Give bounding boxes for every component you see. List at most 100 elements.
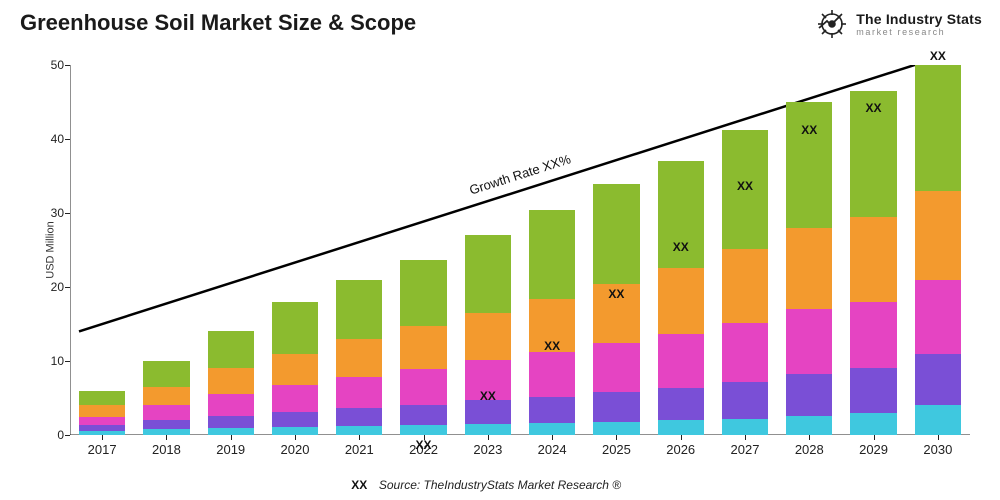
- bar-segment: [272, 427, 318, 435]
- bar-segment: [915, 191, 961, 280]
- bar-segment: [529, 397, 575, 424]
- bar: XX: [336, 280, 382, 435]
- bar-segment: [658, 420, 704, 435]
- y-tick-label: 50: [40, 58, 64, 72]
- x-tick-label: 2027: [731, 442, 760, 457]
- x-tick-label: 2024: [538, 442, 567, 457]
- bar-segment: [850, 302, 896, 369]
- bar-value-label: XX: [737, 179, 753, 193]
- bar-segment: [272, 385, 318, 412]
- bar-segment: [143, 420, 189, 429]
- bar-segment: [786, 228, 832, 309]
- bar-segment: [208, 416, 254, 428]
- bar-segment: [400, 260, 446, 327]
- x-tick-label: 2019: [216, 442, 245, 457]
- bar-segment: [400, 405, 446, 426]
- bar-segment: [593, 392, 639, 422]
- x-tick-label: 2029: [859, 442, 888, 457]
- bar-segment: [722, 382, 768, 419]
- y-tick-label: 20: [40, 280, 64, 294]
- axes: [70, 65, 970, 435]
- x-tick-label: 2028: [795, 442, 824, 457]
- bar-segment: [850, 413, 896, 435]
- bar: XX: [529, 210, 575, 435]
- bar: XX: [143, 361, 189, 435]
- bar-segment: [208, 394, 254, 416]
- bar-segment: [272, 354, 318, 386]
- bar-segment: [143, 429, 189, 435]
- bar: XX: [786, 102, 832, 435]
- bar-segment: [336, 426, 382, 435]
- x-tick-label: 2030: [923, 442, 952, 457]
- bar-segment: [722, 249, 768, 323]
- bar-segment: [915, 405, 961, 435]
- bar-segment: [915, 354, 961, 406]
- bar-segment: [336, 408, 382, 426]
- y-axis-label: USD Million: [45, 221, 57, 278]
- source-attribution: Source: TheIndustryStats Market Research…: [0, 478, 1000, 492]
- bar-segment: [272, 412, 318, 427]
- bar: XX: [593, 184, 639, 435]
- bar-segment: [915, 65, 961, 191]
- bar-segment: [786, 374, 832, 415]
- bar-value-label: XX: [544, 339, 560, 353]
- bar-segment: [529, 352, 575, 396]
- bar-segment: [658, 268, 704, 335]
- bar: XX: [465, 235, 511, 435]
- bar-segment: [593, 422, 639, 435]
- bar: XX: [79, 391, 125, 435]
- bar-segment: [465, 400, 511, 424]
- bar-segment: [400, 326, 446, 369]
- bar-segment: [850, 217, 896, 302]
- bar-segment: [465, 424, 511, 435]
- bar-segment: [143, 387, 189, 406]
- bar-segment: [658, 334, 704, 387]
- bar-segment: [593, 184, 639, 284]
- bar-segment: [400, 369, 446, 405]
- bar-segment: [400, 425, 446, 435]
- bar-segment: [465, 313, 511, 360]
- bar-value-label: XX: [801, 123, 817, 137]
- x-tick-label: 2026: [666, 442, 695, 457]
- bar-segment: [79, 417, 125, 426]
- bar: XX: [400, 260, 446, 435]
- bar-segment: [786, 309, 832, 374]
- bar: XX: [850, 91, 896, 435]
- bar-segment: [208, 331, 254, 368]
- bar-value-label: XX: [930, 49, 946, 63]
- bar: XX: [722, 130, 768, 435]
- bar-segment: [79, 431, 125, 435]
- bar-segment: [786, 416, 832, 435]
- bar-segment: [850, 368, 896, 412]
- bar-segment: [143, 405, 189, 420]
- bar-segment: [208, 368, 254, 393]
- bar-value-label: XX: [866, 101, 882, 115]
- bar-segment: [208, 428, 254, 435]
- gear-icon: [816, 8, 848, 40]
- bar-segment: [529, 423, 575, 435]
- bar-segment: [658, 388, 704, 421]
- plot-area: USD Million Growth Rate XX% 010203040502…: [70, 65, 970, 435]
- y-tick-label: 40: [40, 132, 64, 146]
- bar-segment: [465, 235, 511, 313]
- y-tick-label: 30: [40, 206, 64, 220]
- bar-value-label: XX: [480, 389, 496, 403]
- bar-segment: [786, 102, 832, 228]
- logo-text: The Industry Stats market research: [856, 12, 982, 37]
- logo-line1: The Industry Stats: [856, 12, 982, 26]
- bar-value-label: XX: [608, 287, 624, 301]
- chart-title: Greenhouse Soil Market Size & Scope: [20, 10, 416, 36]
- bar-segment: [143, 361, 189, 387]
- x-tick-label: 2020: [281, 442, 310, 457]
- bar: XX: [208, 331, 254, 435]
- bar-value-label: XX: [416, 438, 432, 452]
- x-tick-label: 2018: [152, 442, 181, 457]
- bar-segment: [79, 405, 125, 416]
- x-tick-label: 2017: [88, 442, 117, 457]
- bar-segment: [529, 210, 575, 299]
- bar-segment: [272, 302, 318, 354]
- bar-segment: [722, 323, 768, 382]
- bar-value-label: XX: [673, 240, 689, 254]
- brand-logo: The Industry Stats market research: [816, 8, 982, 40]
- bar-segment: [722, 419, 768, 435]
